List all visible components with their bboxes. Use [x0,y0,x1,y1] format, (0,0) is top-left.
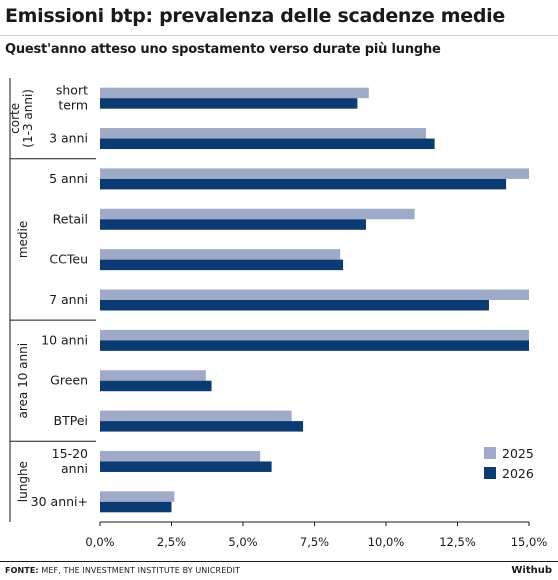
category-label: CCTeu [49,252,88,267]
category-label: short term [56,83,88,113]
x-tick-label: 15,0% [511,535,548,549]
bar-2025 [100,289,529,300]
bar-2026 [100,380,212,392]
category-label: BTPei [54,413,88,428]
bar-2025 [100,410,292,422]
bar-2025 [100,249,341,260]
group-label: corte(1-3 anni) [8,89,35,148]
group-label: area 10 anni [16,343,30,419]
legend-label-2026: 2026 [502,466,534,481]
bar-2026 [100,300,489,311]
group-label: medie [16,221,30,258]
category-label: Retail [53,211,88,226]
chart-title: Emissioni btp: prevalenza delle scadenze… [5,5,505,27]
category-label: 7 anni [49,292,88,307]
title-divider [0,35,558,36]
legend-label-2025: 2025 [502,446,534,461]
x-tick-label: 12,5% [439,535,476,549]
bar-2026 [100,259,344,271]
x-tick-label: 2,5% [157,535,186,549]
x-tick-label: 5,0% [228,535,257,549]
bar-2025 [100,329,529,341]
chart-subtitle: Quest'anno atteso uno spostamento verso … [5,42,441,57]
source-text: MEF, THE INVESTMENT INSTITUTE BY UNICRED… [38,566,241,575]
bar-2025 [100,128,427,139]
category-label: 30 anni+ [31,494,88,509]
source-label: FONTE: [5,566,39,575]
bar-2026 [100,501,172,513]
bar-2026 [100,421,304,432]
bar-2026 [100,98,358,109]
brand-logo: Withub [511,565,552,576]
bar-chart: corte(1-3 anni) medie area 10 anni lunghe sh… [8,78,548,549]
category-label: Green [50,373,88,388]
x-tick-label: 10,0% [368,535,405,549]
legend-swatch-2026 [484,467,496,479]
x-tick-label: 0,0% [85,535,114,549]
bar-2026 [100,178,507,190]
bar-2025 [100,450,261,462]
legend-swatch-2025 [484,447,496,459]
x-tick-label: 7,5% [300,535,329,549]
bar-2026 [100,219,366,230]
bar-2026 [100,340,529,351]
category-label: 3 anni [49,131,88,146]
source-note: FONTE: MEF, THE INVESTMENT INSTITUTE BY … [5,566,240,575]
bar-2026 [100,461,272,472]
group-label: lunghe [16,461,30,502]
bar-2025 [100,208,415,220]
bar-2025 [100,491,175,502]
footer-divider [0,561,558,562]
category-label: 10 anni [41,332,88,347]
category-label: 15-20 anni [52,446,88,476]
category-label: 5 anni [49,171,88,186]
bar-2026 [100,138,435,150]
bar-2025 [100,370,206,381]
bar-2025 [100,168,529,179]
bar-2025 [100,87,369,99]
